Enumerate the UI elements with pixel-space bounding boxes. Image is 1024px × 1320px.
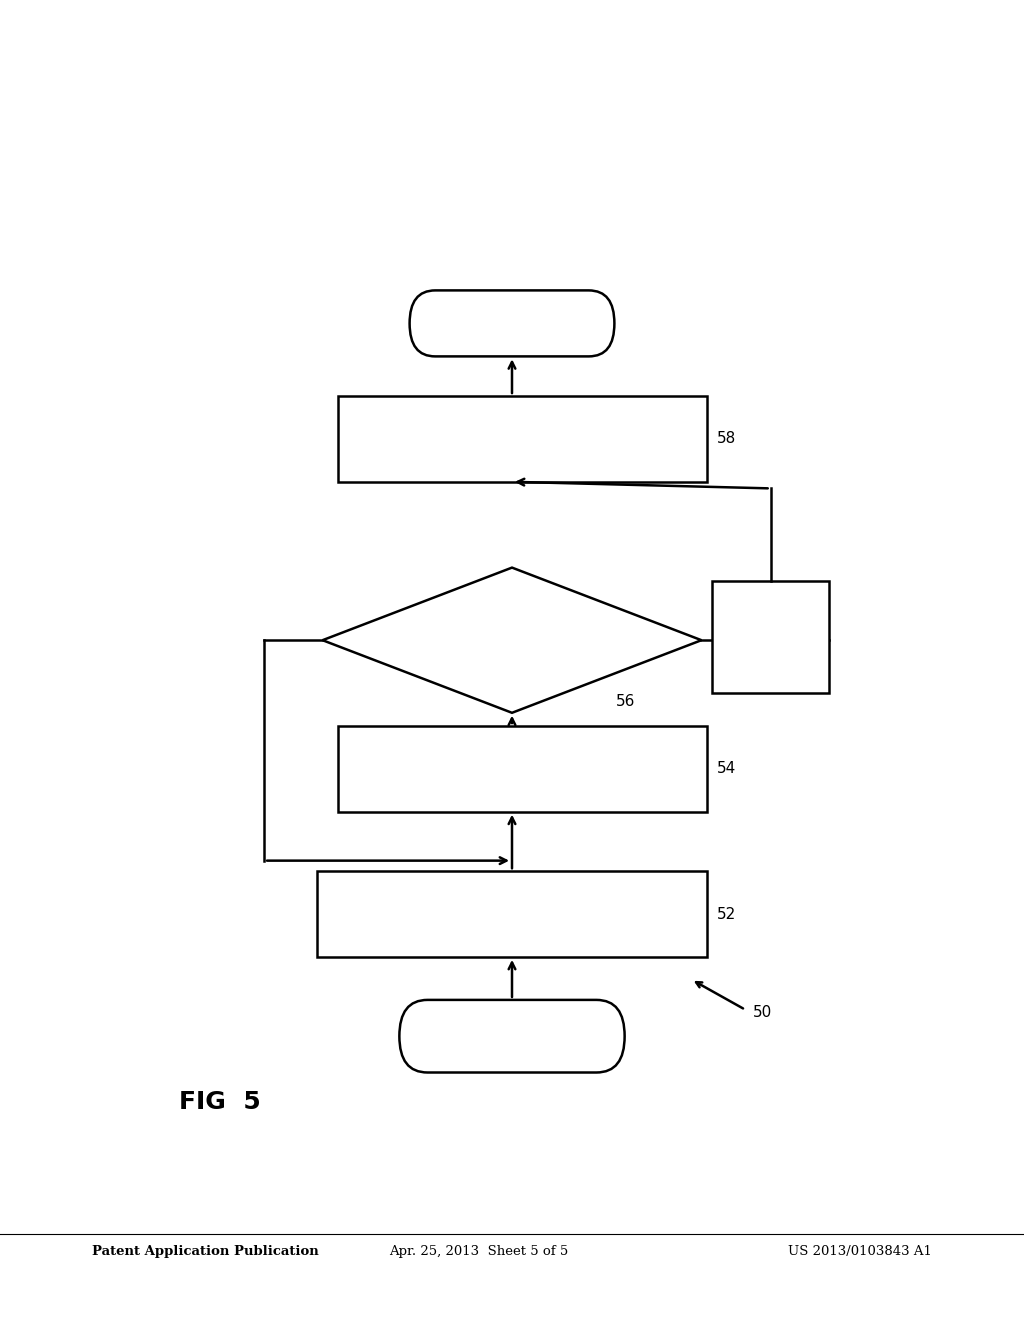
Bar: [712, 581, 829, 693]
Text: 58: 58: [717, 432, 736, 446]
Text: 56: 56: [616, 694, 636, 709]
FancyBboxPatch shape: [410, 290, 614, 356]
FancyBboxPatch shape: [399, 1001, 625, 1072]
Text: FIG  5: FIG 5: [179, 1090, 261, 1114]
Text: 52: 52: [717, 907, 736, 921]
Text: US 2013/0103843 A1: US 2013/0103843 A1: [787, 1245, 932, 1258]
Bar: [338, 726, 707, 812]
Text: Patent Application Publication: Patent Application Publication: [92, 1245, 318, 1258]
Text: 50: 50: [753, 1005, 772, 1020]
Bar: [338, 396, 707, 482]
Polygon shape: [323, 568, 701, 713]
Text: 54: 54: [717, 762, 736, 776]
Bar: [317, 871, 707, 957]
Text: Apr. 25, 2013  Sheet 5 of 5: Apr. 25, 2013 Sheet 5 of 5: [389, 1245, 568, 1258]
